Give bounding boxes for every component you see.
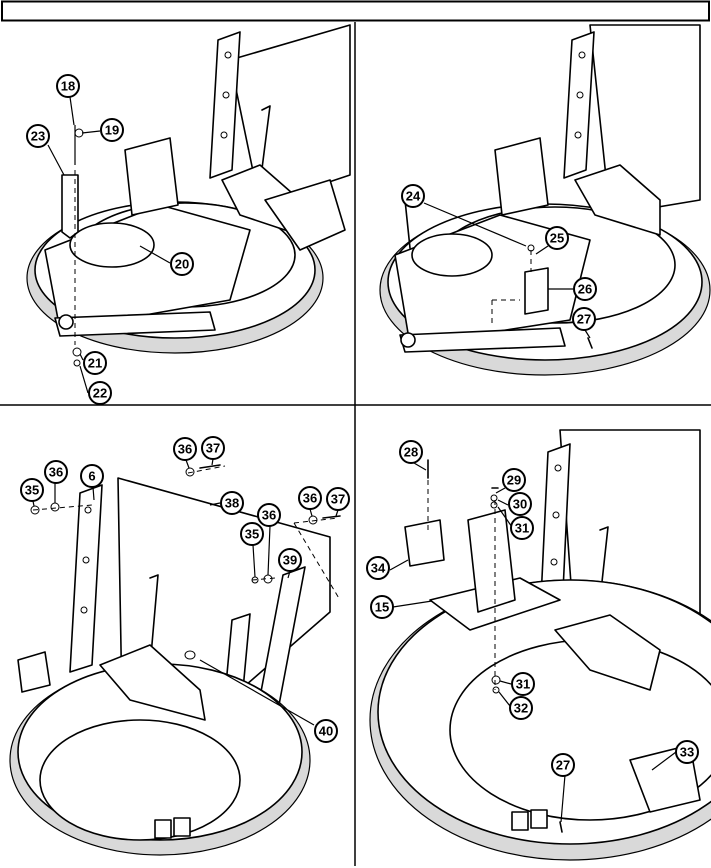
callout-c37a: 37 [201, 436, 225, 460]
callout-label: 39 [283, 553, 297, 568]
callout-label: 37 [206, 441, 220, 456]
callout-a20: 20 [170, 252, 194, 276]
callout-a21: 21 [83, 351, 107, 375]
panel-d-illustration [369, 429, 711, 861]
callout-c37b: 37 [326, 487, 350, 511]
callout-label: 22 [93, 386, 107, 401]
callout-label: 31 [515, 521, 529, 536]
callout-label: 38 [225, 496, 239, 511]
callout-c36c: 36 [298, 486, 322, 510]
callout-label: 37 [331, 492, 345, 507]
callout-label: 35 [245, 527, 259, 542]
callout-d15: 15 [370, 595, 394, 619]
callout-label: 32 [514, 701, 528, 716]
callout-c36b: 36 [173, 437, 197, 461]
panel-a-hinge-bracket [124, 137, 179, 216]
callout-c6: 6 [80, 464, 104, 488]
panel-a-back-plate [229, 24, 351, 206]
callout-a18: 18 [56, 74, 80, 98]
panel-d-latch [404, 519, 445, 567]
callout-label: 24 [406, 189, 421, 204]
callout-c39: 39 [278, 548, 302, 572]
panel-b-frame-bracket [574, 164, 661, 236]
callout-b25: 25 [545, 226, 569, 250]
callout-label: 35 [25, 483, 39, 498]
panel-a-vertical-rail [209, 31, 241, 179]
callout-d33: 33 [675, 740, 699, 764]
callout-label: 28 [404, 445, 418, 460]
callout-label: 36 [262, 508, 276, 523]
callout-label: 27 [577, 312, 591, 327]
callout-c38: 38 [220, 491, 244, 515]
callout-label: 27 [556, 758, 570, 773]
panel-c-illustration [9, 464, 341, 856]
callout-label: 30 [513, 497, 527, 512]
callout-c40: 40 [314, 719, 338, 743]
callout-d31b: 31 [511, 672, 535, 696]
panel-a-side-block [264, 179, 346, 251]
callout-label: 34 [371, 561, 386, 576]
callout-d31a: 31 [510, 516, 534, 540]
callout-d29: 29 [502, 468, 526, 492]
callout-d28: 28 [399, 440, 423, 464]
callout-a22: 22 [88, 381, 112, 405]
callout-c36a: 36 [44, 460, 68, 484]
callout-label: 36 [178, 442, 192, 457]
callout-label: 23 [31, 129, 45, 144]
callout-label: 15 [375, 600, 389, 615]
callout-d27: 27 [551, 753, 575, 777]
callout-b27: 27 [572, 307, 596, 331]
callout-label: 36 [49, 465, 63, 480]
callout-c35b: 35 [240, 522, 264, 546]
callout-label: 21 [88, 356, 102, 371]
top-header-box [1, 0, 710, 22]
panel-d-frame-bracket [554, 614, 661, 691]
callout-label: 25 [550, 231, 564, 246]
panel-c-frame-bracket [99, 644, 206, 721]
callout-label: 40 [319, 724, 333, 739]
panel-b-illustration [379, 24, 711, 376]
callout-label: 31 [516, 677, 530, 692]
callout-b26: 26 [573, 277, 597, 301]
callout-label: 6 [88, 469, 95, 484]
panel-a-handle-arm [54, 311, 216, 337]
callout-d30: 30 [508, 492, 532, 516]
panel-c-left-rail [69, 484, 103, 673]
callout-b24: 24 [401, 184, 425, 208]
panel-a-strap-part [61, 174, 79, 239]
panel-b-hinge-bracket [494, 137, 549, 216]
panel-b-vertical-rail [563, 31, 595, 179]
panel-d-upright-bracket [467, 509, 516, 613]
panel-b-angle-bracket [524, 267, 549, 315]
callout-c36d: 36 [257, 503, 281, 527]
panel-b-cover-disc [411, 233, 493, 277]
callout-label: 20 [175, 257, 189, 272]
callout-label: 33 [680, 745, 694, 760]
callout-d32: 32 [509, 696, 533, 720]
callout-label: 29 [507, 473, 521, 488]
panel-c-inner-opening [39, 719, 241, 841]
callout-c35a: 35 [20, 478, 44, 502]
panel-a-illustration [26, 24, 351, 367]
callout-a23: 23 [26, 124, 50, 148]
callout-label: 36 [303, 491, 317, 506]
callout-label: 18 [61, 79, 75, 94]
callout-label: 19 [105, 123, 119, 138]
callout-label: 26 [578, 282, 592, 297]
panel-b-handle-arm [399, 327, 566, 353]
panel-a-cover-disc [69, 222, 155, 268]
callout-d34: 34 [366, 556, 390, 580]
callout-a19: 19 [100, 118, 124, 142]
panel-c-side-latch [17, 651, 51, 693]
